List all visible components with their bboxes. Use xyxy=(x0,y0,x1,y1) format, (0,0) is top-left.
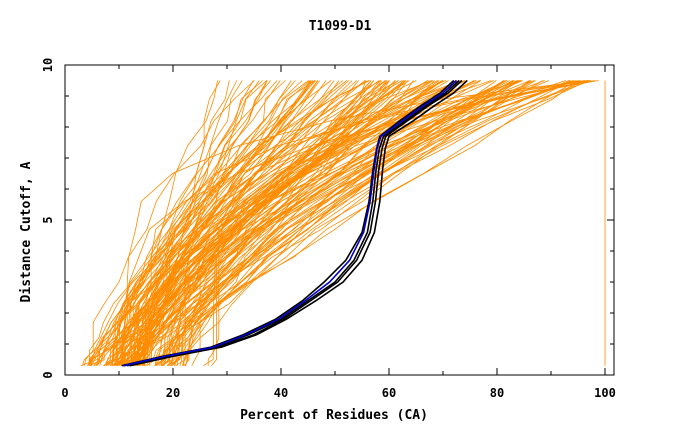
model-curve xyxy=(144,80,591,366)
model-curve xyxy=(124,80,444,366)
model-curve xyxy=(128,80,505,366)
model-curve xyxy=(120,80,589,366)
highlight-curve-black xyxy=(126,79,463,367)
x-tick-label: 60 xyxy=(382,386,396,400)
model-curves xyxy=(80,80,606,367)
model-curve xyxy=(114,80,510,367)
model-curve xyxy=(171,80,367,366)
model-curve xyxy=(149,80,492,366)
model-curve xyxy=(170,80,588,367)
highlight-curve-black xyxy=(124,79,460,367)
model-curve xyxy=(175,80,599,367)
model-curve xyxy=(121,80,440,366)
x-axis-label: Percent of Residues (CA) xyxy=(240,408,428,423)
chart-title: T1099-D1 xyxy=(309,19,372,34)
model-curve xyxy=(137,80,578,367)
x-tick-label: 80 xyxy=(490,386,504,400)
x-tick-label: 40 xyxy=(274,386,288,400)
model-curve xyxy=(129,80,366,366)
model-curve xyxy=(117,80,521,367)
model-curve xyxy=(97,80,311,366)
x-tick-label: 0 xyxy=(61,386,68,400)
model-curve xyxy=(182,80,531,366)
model-curve xyxy=(137,80,466,366)
y-tick-label: 5 xyxy=(41,216,55,223)
x-tick-labels: 0 20 40 60 80 100 xyxy=(61,386,615,400)
model-curve xyxy=(185,80,572,366)
model-curve xyxy=(130,80,518,366)
y-tick-label: 0 xyxy=(41,371,55,378)
model-curve xyxy=(114,80,390,366)
y-tick-label: 10 xyxy=(41,58,55,72)
model-curve xyxy=(81,80,320,366)
model-curve xyxy=(163,80,497,366)
highlight-curve-blue xyxy=(123,79,458,367)
model-curve xyxy=(116,80,407,367)
model-curve xyxy=(146,80,579,367)
model-curve xyxy=(89,80,343,366)
model-curve xyxy=(181,80,388,366)
model-curve xyxy=(143,80,380,366)
highlight-curve-black xyxy=(129,79,468,367)
model-curve xyxy=(136,80,417,366)
model-curve xyxy=(169,80,532,366)
model-curve xyxy=(117,80,370,366)
model-curve xyxy=(155,80,519,366)
highlight-curve-black xyxy=(121,79,455,367)
model-curve xyxy=(95,80,230,366)
model-curve xyxy=(162,80,429,367)
model-curve xyxy=(138,80,382,366)
model-curve xyxy=(161,80,589,367)
model-curve xyxy=(183,80,577,366)
y-axis-label: Distance Cutoff, A xyxy=(19,161,34,302)
axis-ticks xyxy=(64,64,614,376)
model-curve xyxy=(171,80,367,366)
model-curve xyxy=(118,80,592,366)
y-tick-labels: 0 5 10 xyxy=(41,58,55,379)
x-tick-label: 20 xyxy=(166,386,180,400)
model-curve xyxy=(167,80,399,367)
model-curve xyxy=(156,80,515,366)
x-tick-label: 100 xyxy=(594,386,616,400)
model-curve xyxy=(124,80,433,366)
highlighted-curves xyxy=(121,79,468,367)
model-curve xyxy=(158,80,468,366)
model-curve xyxy=(116,80,461,366)
